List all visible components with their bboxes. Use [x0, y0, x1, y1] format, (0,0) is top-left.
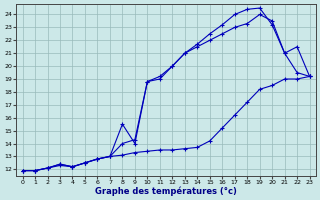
X-axis label: Graphe des températures (°c): Graphe des températures (°c)	[95, 186, 237, 196]
